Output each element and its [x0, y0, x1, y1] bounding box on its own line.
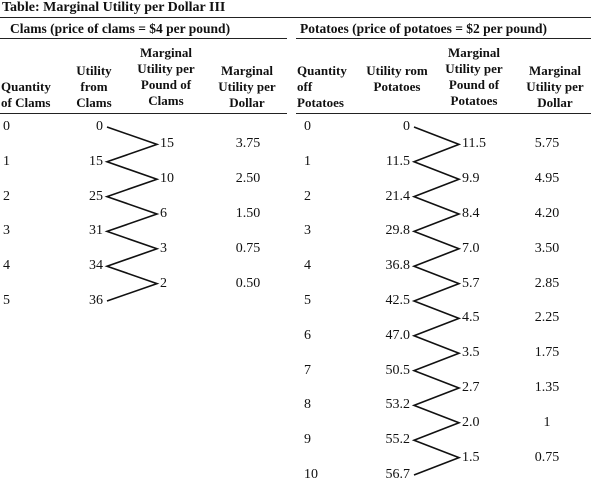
- potatoes-quantity-cell: 7: [304, 362, 311, 378]
- potatoes-marginal-utility-cell: 8.4: [462, 206, 480, 221]
- potatoes-utility-cell: 56.7: [385, 467, 411, 482]
- potatoes-zigzag-line: [411, 126, 462, 476]
- clams-marginal-utility-cell: 15: [160, 136, 174, 152]
- header-marginal-utility-clams: Marginal Utility per Pound of Clams: [137, 45, 195, 108]
- potatoes-quantity-cell: 9: [304, 432, 311, 448]
- clams-marginal-utility-cell: 2: [160, 275, 167, 291]
- header-quantity-of-potatoes: Quantity off Potatoes: [297, 63, 347, 110]
- potatoes-marginal-utility-cell: 5.7: [462, 275, 480, 291]
- potatoes-utility-cell: 53.2: [385, 397, 411, 413]
- clams-mu-per-dollar-cell: 1.50: [235, 206, 261, 221]
- potatoes-mu-per-dollar-cell: 1.75: [534, 345, 560, 361]
- clams-mu-per-dollar-cell: 2.50: [235, 171, 261, 187]
- potatoes-marginal-utility-cell: 4.5: [462, 310, 480, 326]
- potatoes-quantity-cell: 0: [304, 119, 311, 134]
- clams-marginal-utility-cell: 10: [160, 171, 174, 187]
- potatoes-mu-per-dollar-cell: 2.25: [534, 310, 560, 326]
- table-title: Table: Marginal Utility per Dollar III: [2, 0, 226, 15]
- header-marginal-utility-potatoes: Marginal Utility per Pound of Potatoes: [445, 45, 503, 108]
- potatoes-utility-cell: 29.8: [385, 223, 411, 239]
- clams-mu-per-dollar-cell: 0.75: [235, 240, 261, 256]
- potatoes-marginal-utility-cell: 11.5: [462, 136, 486, 152]
- potatoes-mu-per-dollar-cell: 4.20: [534, 206, 560, 221]
- clams-quantity-cell: 0: [3, 119, 10, 134]
- potatoes-group-label: Potatoes (price of potatoes = $2 per pou…: [300, 21, 548, 36]
- potatoes-quantity-cell: 8: [304, 397, 311, 413]
- header-utility-from-potatoes: Utility rom Potatoes: [366, 63, 428, 94]
- title-rule: [0, 17, 591, 18]
- potatoes-marginal-utility-cell: 2.0: [462, 414, 480, 430]
- clams-quantity-cell: 1: [3, 153, 10, 169]
- clams-header-rule: [0, 113, 287, 114]
- potatoes-mu-per-dollar-cell: 3.50: [534, 240, 560, 256]
- potatoes-mu-per-dollar-cell: 1.35: [534, 380, 560, 395]
- clams-marginal-utility-cell: 6: [160, 206, 167, 221]
- header-mu-per-dollar-potatoes: Marginal Utility per Dollar: [526, 63, 584, 110]
- clams-zigzag-line: [104, 126, 160, 302]
- potatoes-marginal-utility-cell: 7.0: [462, 240, 480, 256]
- header-quantity-of-clams: Quantity of Clams: [1, 79, 51, 110]
- potatoes-utility-cell: 0: [403, 119, 410, 134]
- potatoes-marginal-utility-cell: 3.5: [462, 345, 480, 361]
- clams-utility-cell: 34: [89, 258, 103, 274]
- clams-utility-cell: 15: [89, 153, 103, 169]
- clams-quantity-cell: 2: [3, 188, 10, 204]
- clams-utility-cell: 0: [96, 119, 103, 134]
- potatoes-mu-per-dollar-cell: 1: [543, 414, 551, 430]
- header-utility-from-clams: Utility from Clams: [76, 63, 112, 110]
- potatoes-quantity-cell: 3: [304, 223, 311, 239]
- potatoes-utility-cell: 55.2: [385, 432, 411, 448]
- clams-mu-per-dollar-cell: 3.75: [235, 136, 261, 152]
- potatoes-quantity-cell: 2: [304, 188, 311, 204]
- potatoes-quantity-cell: 5: [304, 293, 311, 308]
- potatoes-group-rule: [296, 38, 591, 39]
- potatoes-utility-cell: 11.5: [386, 153, 410, 169]
- clams-marginal-utility-cell: 3: [160, 240, 167, 256]
- potatoes-mu-per-dollar-cell: 4.95: [534, 171, 560, 187]
- clams-utility-cell: 25: [89, 188, 103, 204]
- potatoes-quantity-cell: 10: [304, 467, 318, 482]
- potatoes-utility-cell: 50.5: [385, 362, 411, 378]
- header-mu-per-dollar-clams: Marginal Utility per Dollar: [218, 63, 276, 110]
- clams-quantity-cell: 3: [3, 223, 10, 239]
- potatoes-quantity-cell: 1: [304, 153, 311, 169]
- clams-group-label: Clams (price of clams = $4 per pound): [10, 21, 231, 36]
- potatoes-quantity-cell: 4: [304, 258, 311, 274]
- potatoes-header-rule: [296, 113, 591, 114]
- clams-group-rule: [0, 38, 287, 39]
- potatoes-utility-cell: 47.0: [385, 327, 411, 343]
- potatoes-mu-per-dollar-cell: 2.85: [534, 275, 560, 291]
- potatoes-marginal-utility-cell: 1.5: [462, 449, 480, 465]
- potatoes-utility-cell: 36.8: [385, 258, 411, 274]
- clams-utility-cell: 36: [89, 293, 103, 308]
- clams-mu-per-dollar-cell: 0.50: [235, 275, 261, 291]
- potatoes-quantity-cell: 6: [304, 327, 311, 343]
- potatoes-mu-per-dollar-cell: 0.75: [534, 449, 560, 465]
- clams-utility-cell: 31: [89, 223, 103, 239]
- potatoes-mu-per-dollar-cell: 5.75: [534, 136, 560, 152]
- clams-quantity-cell: 4: [3, 258, 10, 274]
- potatoes-utility-cell: 42.5: [385, 293, 411, 308]
- potatoes-utility-cell: 21.4: [385, 188, 411, 204]
- potatoes-marginal-utility-cell: 9.9: [462, 171, 480, 187]
- potatoes-marginal-utility-cell: 2.7: [462, 380, 480, 395]
- clams-quantity-cell: 5: [3, 293, 10, 308]
